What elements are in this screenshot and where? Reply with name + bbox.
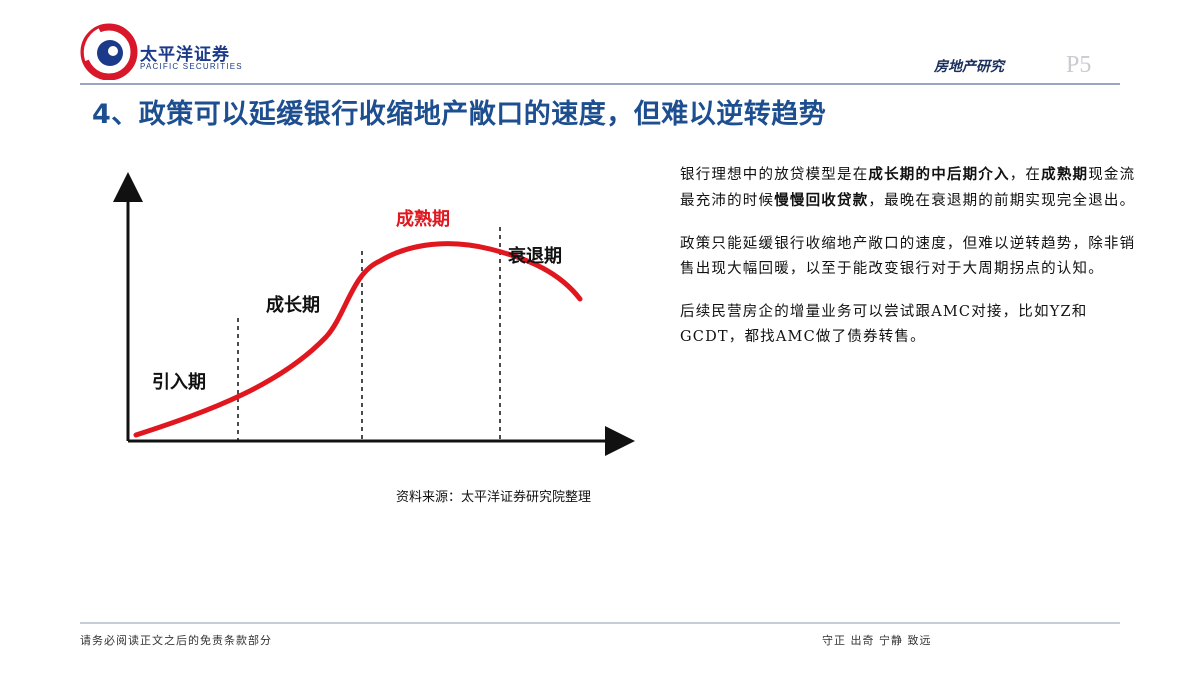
page-number: P5: [1066, 52, 1092, 78]
section-title: 房地产研究: [934, 59, 1004, 75]
header-divider: [80, 83, 1120, 85]
pacific-logo-icon: [80, 23, 138, 80]
stage-label-intro: 引入期: [152, 372, 206, 393]
stage-label-decline: 衰退期: [507, 245, 562, 267]
lifecycle-curve: [133, 241, 583, 438]
body-text: 银行理想中的放贷模型是在成长期的中后期介入，在成熟期现金流最充沛的时候慢慢回收贷…: [680, 162, 1140, 368]
paragraph-text: 现金流最充沛的时候: [680, 167, 1136, 209]
slide-title: 4、政策可以延缓银行收缩地产敞口的速度，但难以逆转趋势: [92, 99, 827, 130]
source-note: 资料来源：太平洋证券研究院整理: [396, 490, 592, 505]
footer-disclaimer: 请务必阅读正文之后的免责条款部分: [80, 634, 272, 647]
emphasis-text: 成熟期: [1041, 166, 1089, 183]
footer-motto: 守正 出奇 宁静 致远: [822, 634, 932, 647]
emphasis-text: 慢慢回收贷款: [774, 192, 869, 209]
paragraph-text: 银行理想中的放贷模型是在: [680, 167, 869, 183]
footer-divider: [80, 622, 1120, 624]
stage-label-mature: 成熟期: [396, 208, 450, 230]
paragraph-3: 后续民营房企的增量业务可以尝试跟AMC对接，比如YZ和GCDT，都找AMC做了债…: [680, 304, 1088, 345]
stage-label-growth: 成长期: [266, 294, 320, 316]
paragraph-2: 政策只能延缓银行收缩地产敞口的速度，但难以逆转趋势，除非销售出现大幅回暖，以至于…: [680, 236, 1136, 277]
logo-text-en: PACIFIC SECURITIES: [140, 62, 243, 71]
logo: 太平洋证券 PACIFIC SECURITIES: [80, 22, 260, 84]
emphasis-text: 成长期的中后期介入: [868, 166, 1010, 183]
lifecycle-diagram: 引入期 成长期 成熟期 衰退期: [113, 172, 635, 456]
paragraph-1: 银行理想中的放贷模型是在成长期的中后期介入，在成熟期现金流最充沛的时候慢慢回收贷…: [680, 162, 1140, 214]
paragraph-text: ，最晚在衰退期的前期实现完全退出。: [868, 193, 1136, 209]
paragraph-text: ，在: [1009, 167, 1042, 183]
logo-text-cn: 太平洋证券: [140, 45, 230, 65]
